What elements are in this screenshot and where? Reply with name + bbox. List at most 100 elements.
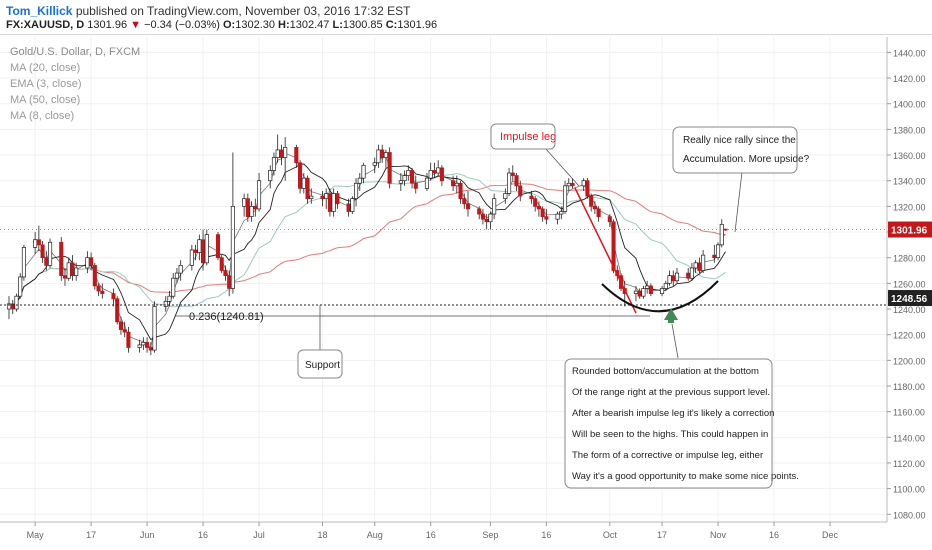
candle-body [376, 149, 381, 164]
price-tick-label: 1400.00 [893, 100, 926, 110]
candle-body [346, 203, 351, 212]
legend-ema3[interactable]: EMA (3, close) [10, 78, 82, 90]
candle-body [85, 257, 90, 269]
rounded-text-1: Rounded bottom/accumulation at the botto… [572, 366, 759, 377]
impulse-leg-line[interactable] [574, 187, 637, 314]
candle-body [178, 265, 183, 274]
candle-body [439, 167, 444, 182]
high-key: H: [278, 19, 290, 31]
symbol-label[interactable]: FX:XAUUSD, D [6, 19, 85, 31]
candle-body [245, 198, 250, 217]
candle-body [201, 239, 206, 264]
price-change: −0.34 (−0.03%) [144, 19, 220, 31]
candle-body [115, 298, 120, 323]
candle-body [122, 329, 127, 333]
candle-body [47, 241, 53, 266]
candle-body [253, 206, 258, 210]
candle-body [230, 206, 235, 289]
candle-body [89, 257, 94, 266]
level-tag [888, 290, 932, 307]
candle-body [596, 208, 601, 217]
candle-body [62, 275, 68, 279]
candle-body [305, 177, 310, 200]
candle-body [145, 342, 150, 348]
candle-body [454, 182, 459, 187]
author-link[interactable]: Tom_Killick [6, 4, 73, 18]
time-tick-label: Jul [253, 530, 265, 540]
chart-header: Tom_Killick published on TradingView.com… [0, 0, 932, 35]
candle-body [66, 262, 71, 279]
candle-body [372, 162, 377, 166]
price-tick-label: 1080.00 [893, 510, 926, 520]
price-tick-label: 1380.00 [893, 125, 926, 135]
candle-body [488, 213, 493, 223]
axes: 1440.00 1420.00 1400.00 1380.00 1360.00 1340.… [0, 37, 932, 550]
price-tick-label: 1280.00 [893, 254, 926, 264]
candle-body [424, 177, 430, 189]
legend-symbol[interactable]: Gold/U.S. Dollar, D, FXCM [10, 46, 141, 58]
time-tick-label: 18 [317, 530, 327, 540]
rounded-text-3: After a bearish impulse leg it's likely … [572, 408, 774, 419]
price-tick-label: 1140.00 [893, 433, 925, 443]
candle-body [398, 180, 403, 184]
candle-body [40, 244, 45, 259]
candle-body [387, 152, 392, 184]
candle-body [566, 182, 571, 187]
rally-callout[interactable] [672, 126, 798, 174]
candle-body [327, 193, 332, 212]
candle-body [648, 285, 653, 294]
legend-ma8[interactable]: MA (8, close) [10, 110, 75, 122]
price-tick-label: 1160.00 [893, 408, 925, 418]
candle-body [215, 234, 221, 259]
candle-body [529, 195, 534, 200]
legend-ma50[interactable]: MA (50, close) [10, 94, 81, 106]
support-callout[interactable] [297, 349, 343, 379]
candle-body [383, 152, 388, 158]
candle-body [189, 249, 194, 266]
candle-body [92, 265, 97, 287]
rally-text-1: Really nice rally since the [683, 135, 796, 146]
candle-body [14, 295, 19, 310]
low-key: L: [332, 19, 343, 31]
candle-body [350, 198, 355, 212]
candle-body [167, 295, 172, 302]
price-tick-label: 1420.00 [893, 74, 926, 84]
candle-body [298, 162, 303, 189]
candle-body [256, 180, 262, 210]
impulse-leg-callout[interactable] [490, 123, 556, 150]
legend-ma20[interactable]: MA (20, close) [10, 62, 81, 74]
candle-body [671, 275, 676, 282]
price-tick-label: 1360.00 [893, 151, 926, 161]
publish-info: published on TradingView.com, November 0… [75, 4, 411, 18]
candle-body [559, 211, 564, 215]
candle-body [533, 198, 538, 207]
rounded-bottom-callout[interactable] [564, 358, 773, 489]
candle-body [585, 180, 590, 197]
candle-body [540, 208, 545, 217]
ma8-line [8, 163, 726, 341]
candle-body [462, 198, 467, 205]
time-tick-label: 17 [657, 530, 667, 540]
candle-body [507, 172, 512, 194]
time-tick-label: 16 [769, 530, 779, 540]
candle-body [674, 272, 680, 282]
ma20-line [8, 172, 726, 308]
drawings: 0.236(1240.81) Impulse leg Really nice r… [0, 123, 887, 489]
candle-body [174, 272, 179, 279]
candlesticks [6, 134, 728, 356]
candle-body [148, 347, 153, 351]
candle-body [354, 182, 359, 200]
down-arrow-icon: ▼ [130, 19, 142, 31]
candle-body [689, 267, 694, 279]
candle-body [204, 234, 209, 264]
candle-body [701, 254, 706, 271]
high-value: 1302.47 [289, 19, 330, 31]
rounded-bottom-arc[interactable] [601, 280, 719, 313]
candle-body [451, 180, 456, 187]
time-tick-label: 16 [541, 530, 551, 540]
candle-body [294, 146, 299, 164]
candle-body [402, 175, 407, 182]
candle-body [219, 257, 224, 271]
candle-body [44, 257, 49, 266]
